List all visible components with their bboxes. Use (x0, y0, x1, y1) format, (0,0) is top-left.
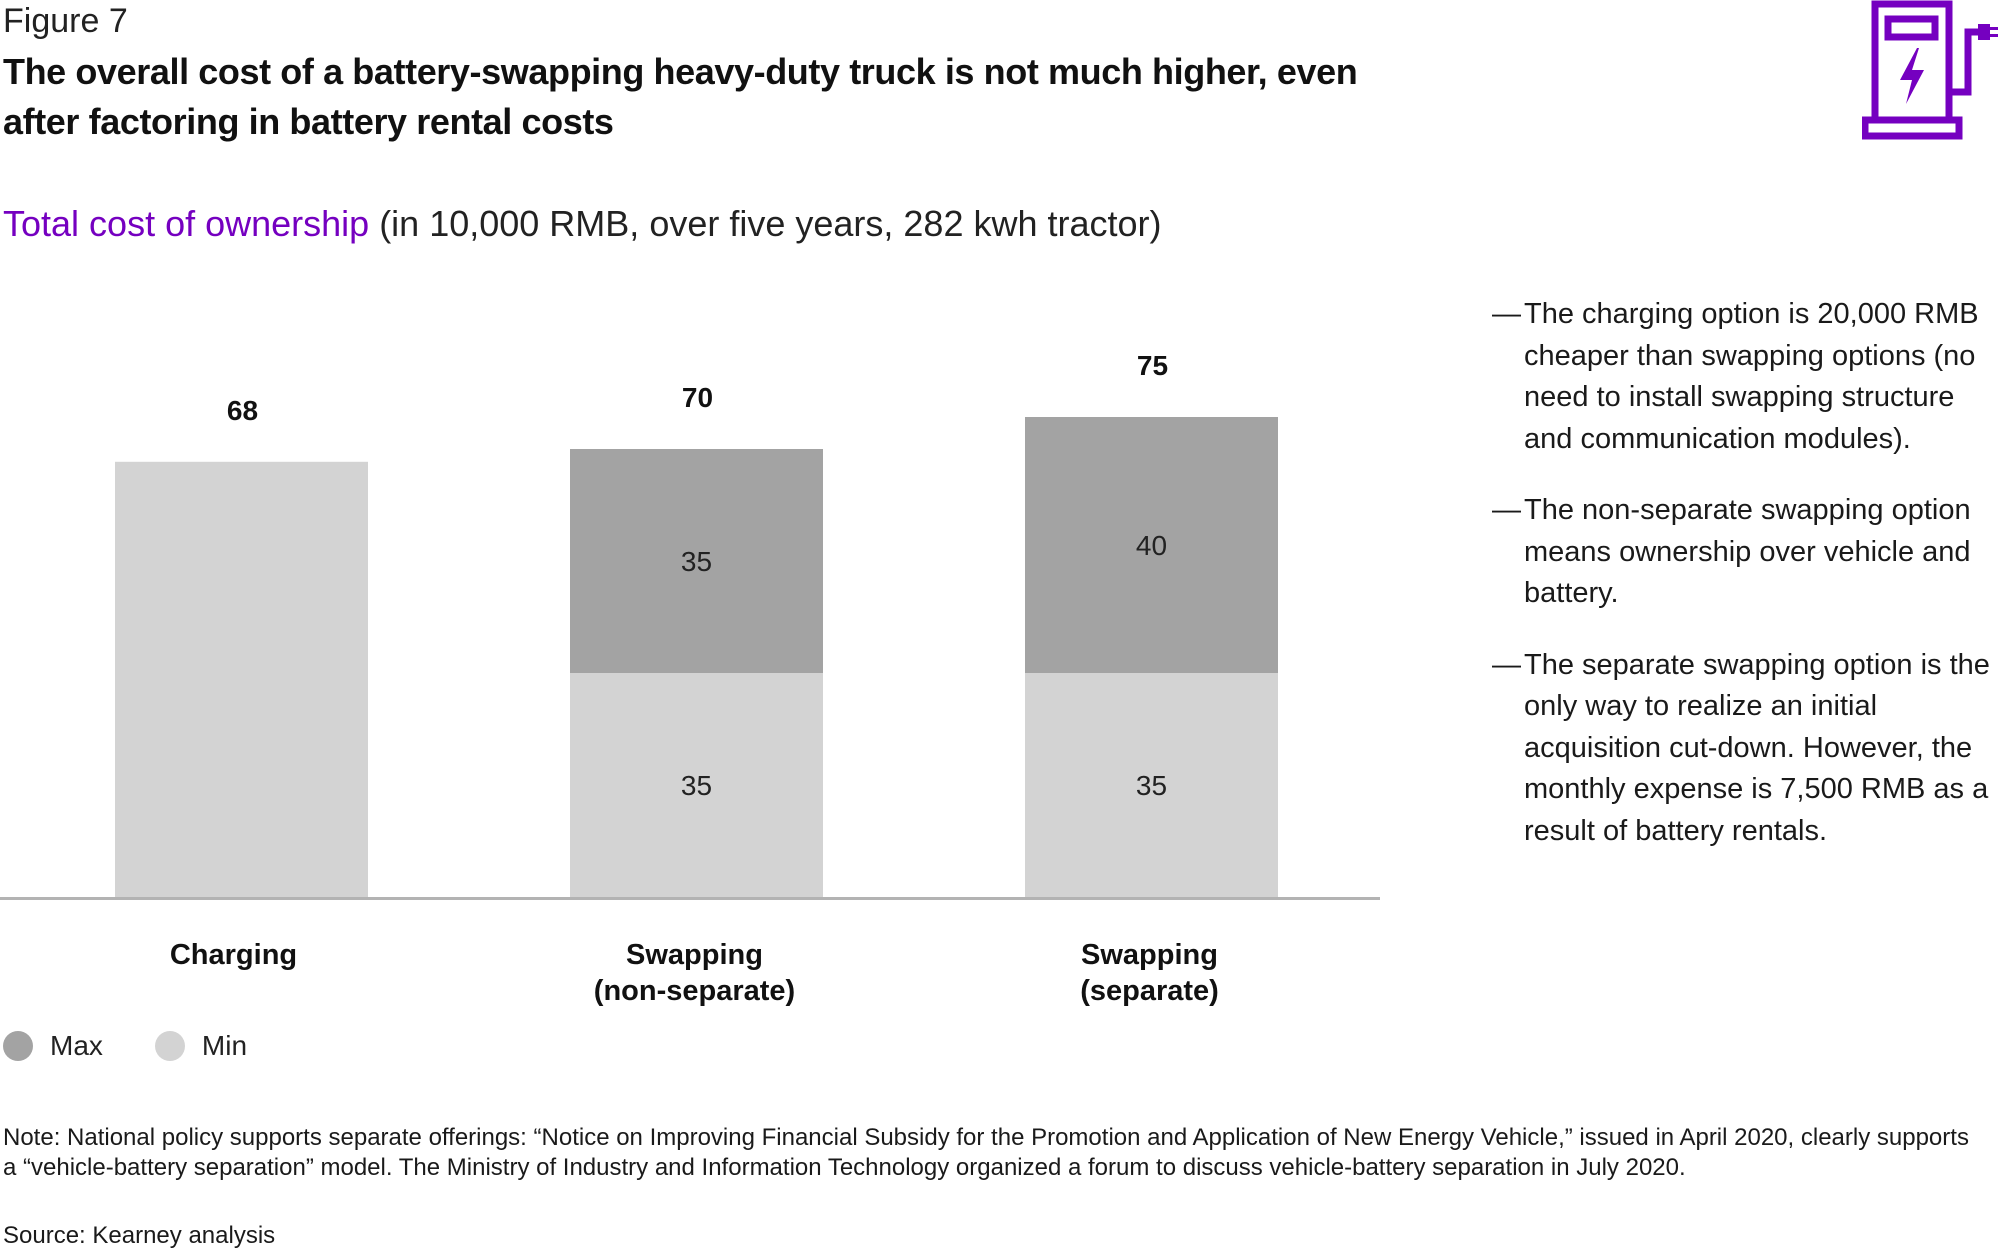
legend-item-min: Min (154, 1030, 248, 1062)
category-label: Charging (170, 939, 297, 971)
figure-label: Figure 7 (3, 2, 128, 40)
dash-marker: — (1492, 298, 1521, 330)
segment-label-max: 35 (681, 546, 712, 577)
legend-swatch-min (154, 1031, 185, 1061)
dash-marker: — (1492, 494, 1521, 526)
tco-bar-chart: 68 Charging 35 35 70 Swapping (non-separate) 35… (0, 350, 1380, 1007)
segment-label-min: 35 (681, 770, 712, 801)
subtitle-rest: (in 10,000 RMB, over five years, 282 kwh… (369, 203, 1162, 244)
legend-item-max: Max (3, 1030, 103, 1062)
commentary-list: — The charging option is 20,000 RMB cheap… (1492, 294, 1992, 882)
bar-segment-min (1025, 673, 1278, 897)
legend-label-max: Max (50, 1030, 103, 1061)
subtitle-accent: Total cost of ownership (3, 203, 370, 244)
source-note: Source: Kearney analysis (3, 1222, 276, 1249)
bar-segment-min (570, 673, 823, 897)
segment-label-min: 35 (1136, 770, 1167, 801)
bar-segment-max (570, 449, 823, 673)
legend-label-min: Min (201, 1030, 248, 1061)
bar-total-label: 75 (1137, 350, 1168, 381)
segment-label-max: 40 (1136, 530, 1167, 561)
bar-segment-min (115, 461, 368, 897)
category-label: Swapping (separate) (1080, 939, 1219, 1007)
legend-swatch-max (3, 1031, 33, 1061)
commentary-item: — The charging option is 20,000 RMB cheap… (1492, 294, 1992, 460)
category-label: Swapping (non-separate) (594, 939, 795, 1007)
chart-legend: Max Min (3, 1030, 299, 1062)
commentary-item: — The separate swapping option is the onl… (1492, 645, 1992, 853)
chart-subtitle: Total cost of ownership (in 10,000 RMB, … (3, 203, 1162, 245)
footnote: Note: National policy supports separate … (3, 1124, 1969, 1181)
commentary-text: The separate swapping option is the only… (1524, 648, 1990, 847)
dash-marker: — (1492, 648, 1521, 681)
bar-total-label: 70 (682, 382, 713, 413)
commentary-text: The non-separate swapping option means o… (1524, 494, 1971, 609)
commentary-item: — The non-separate swapping option means … (1492, 490, 1992, 615)
commentary-text: The charging option is 20,000 RMB cheape… (1524, 298, 1979, 455)
battery-swap-station-icon (1862, 0, 1998, 140)
bar-total-label: 68 (227, 395, 258, 426)
headline: The overall cost of a battery-swapping h… (3, 51, 1358, 142)
bar-segment-max (1025, 417, 1278, 673)
